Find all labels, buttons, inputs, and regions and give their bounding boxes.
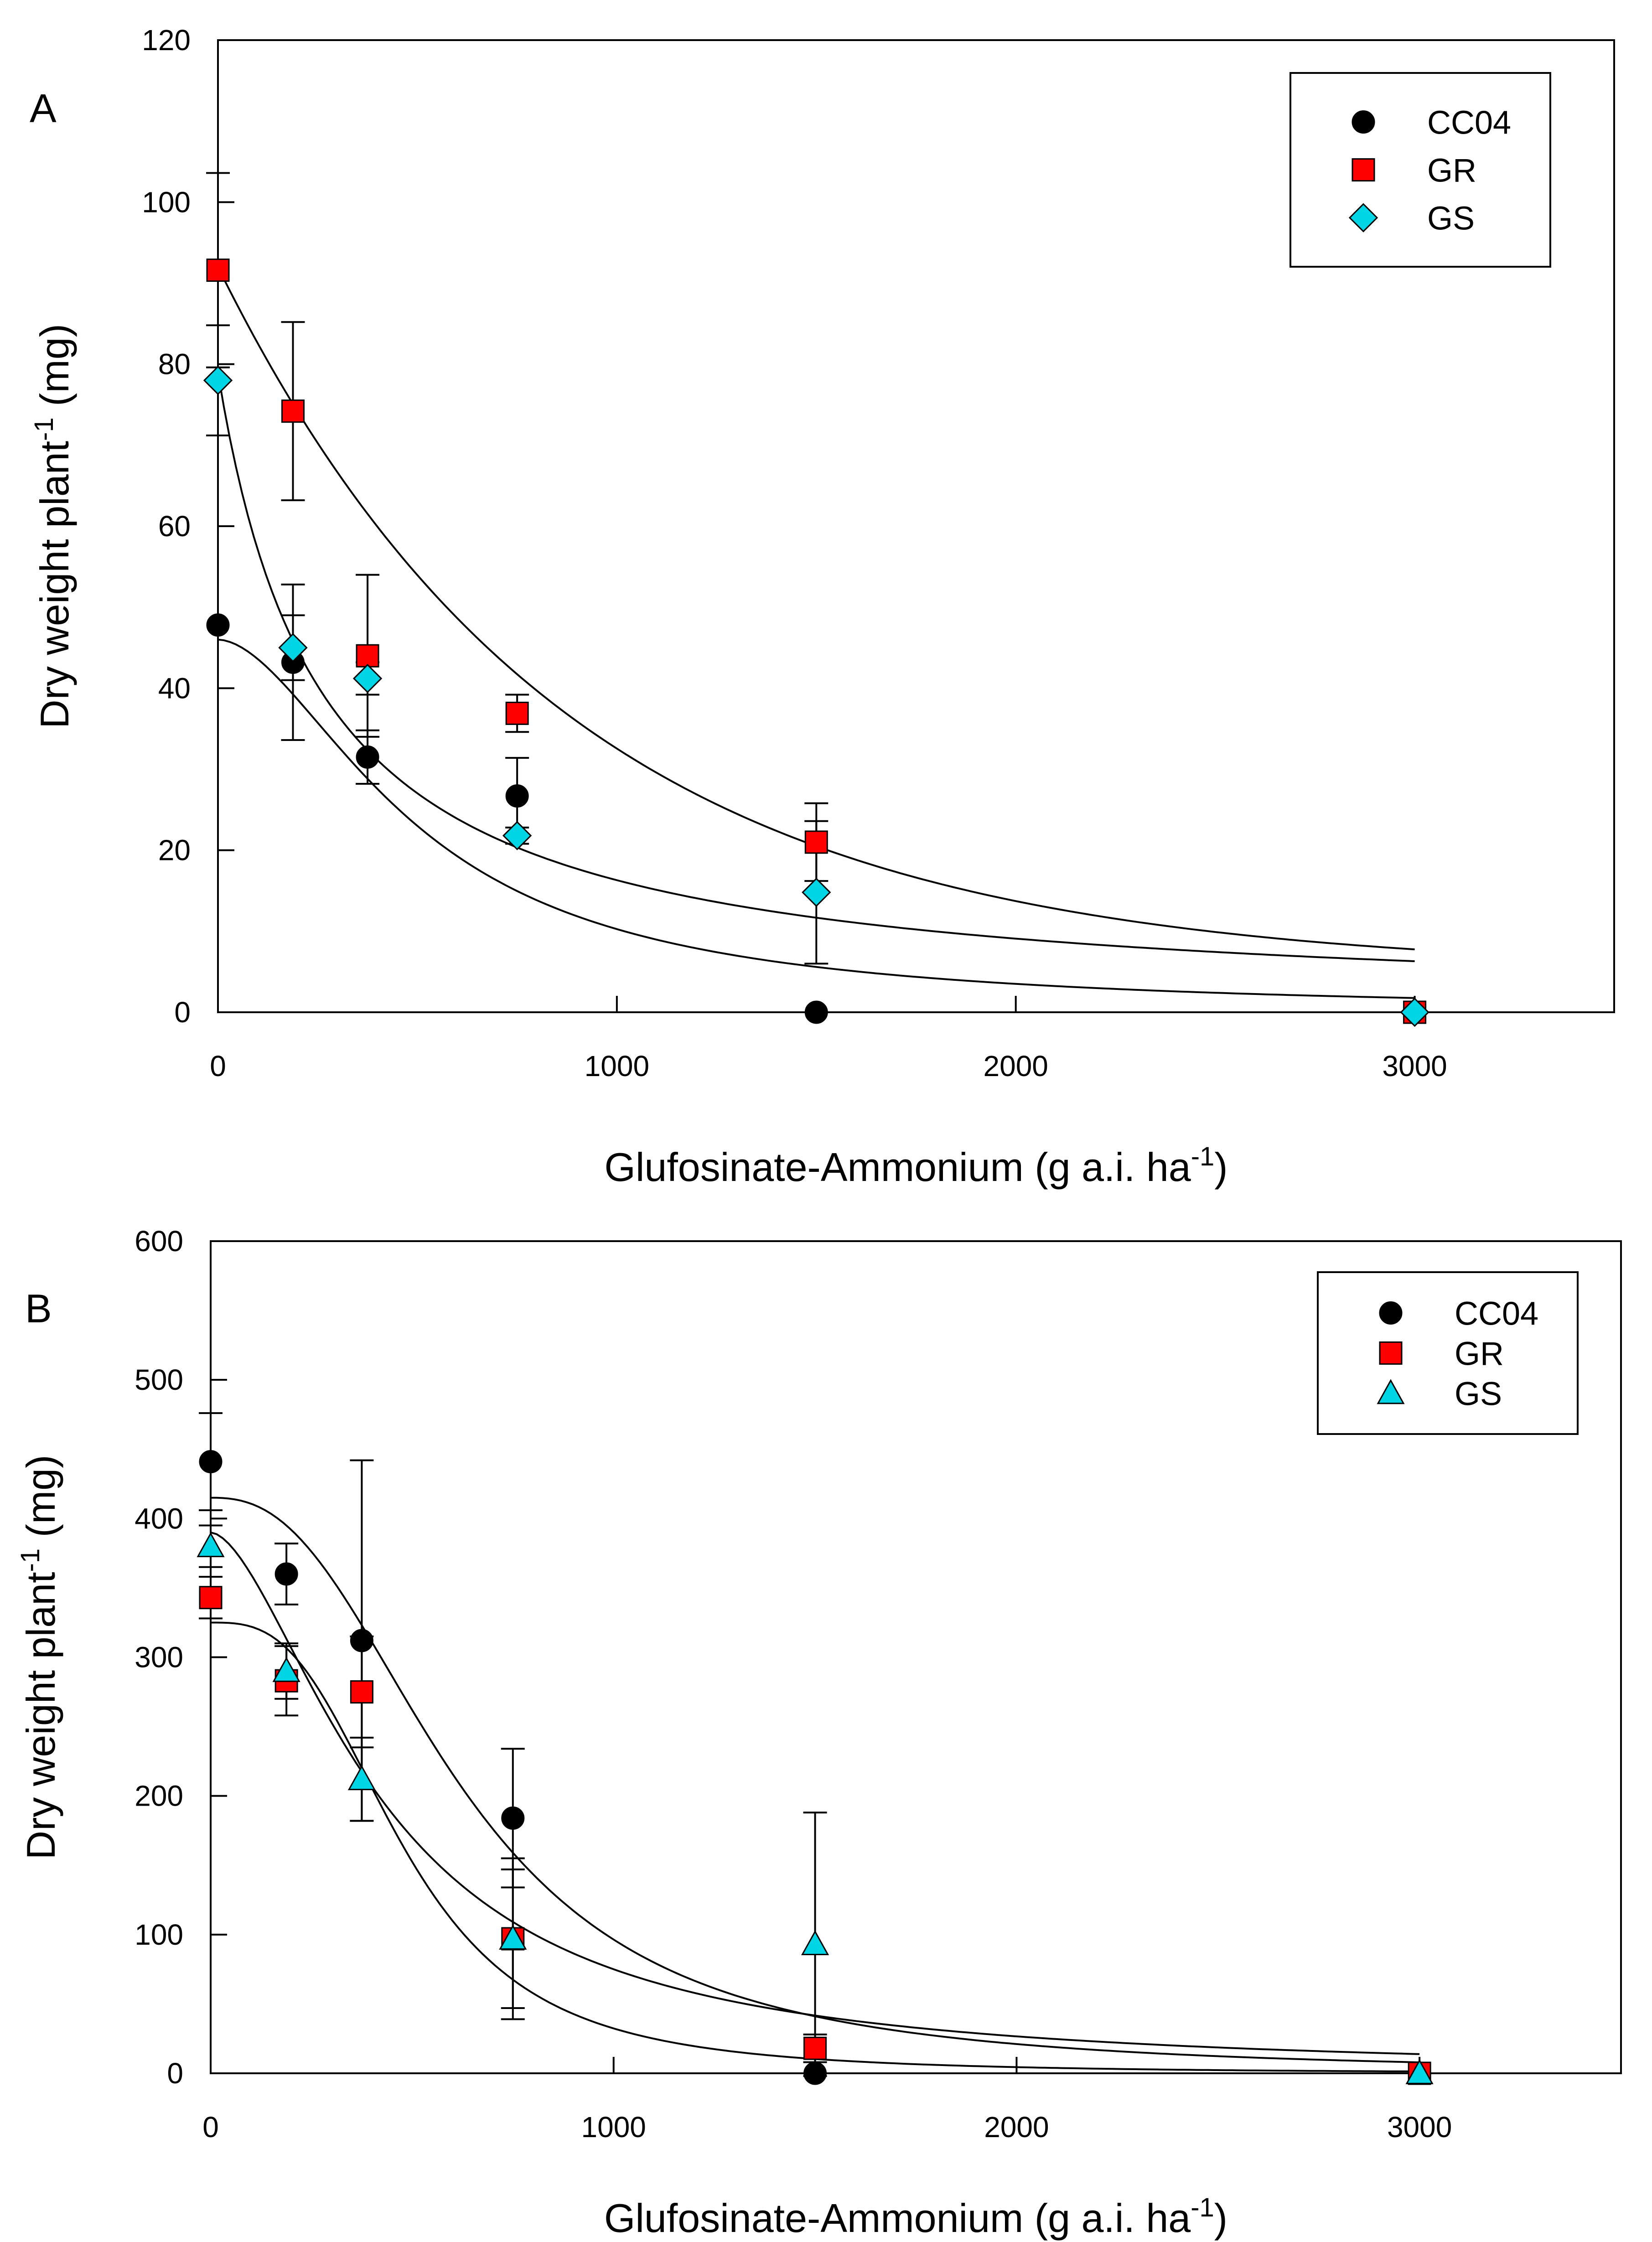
series-a-cc04-point-2 (356, 745, 379, 769)
legend-label-a-gs: GS (1427, 201, 1475, 237)
y-axis-title-end-a: (mg) (32, 324, 77, 417)
series-b-cc04-point-3 (501, 1806, 525, 1830)
x-axis-title-sup-b: -1 (1191, 2193, 1214, 2222)
legend-label-b-cc04: CC04 (1455, 1296, 1538, 1332)
y-tick-label-b-0: 0 (167, 2057, 183, 2090)
y-tick-label-a-3: 60 (158, 510, 191, 543)
y-tick-label-b-6: 600 (135, 1225, 183, 1258)
series-b-gs-point-0 (197, 1532, 225, 1558)
y-tick-label-a-6: 120 (142, 24, 191, 57)
panel-label-a: A (30, 86, 57, 131)
series-a-cc04-point-4 (804, 1000, 828, 1024)
y-axis-title-b: Dry weight plant-1 (mg) (16, 1455, 63, 1860)
x-tick-label-a-1: 1000 (585, 1050, 649, 1082)
series-b-gs-point-3 (499, 1924, 527, 1950)
series-a-gs-point-0 (203, 366, 233, 395)
series-b-cc04-point-0 (199, 1450, 223, 1474)
series-b-cc04-point-1 (274, 1562, 298, 1586)
legend-label-b-gs: GS (1455, 1376, 1502, 1413)
legend-marker-b-gr-point-0 (1379, 1341, 1403, 1365)
y-tick-label-a-1: 20 (158, 834, 191, 867)
series-b-gs-point-4 (801, 1930, 829, 1956)
series-a-gr-point-2 (356, 644, 379, 668)
series-b-gs-point-1 (272, 1657, 300, 1682)
series-a-gr-point-3 (505, 701, 529, 725)
legend-marker-b-cc04-point-0 (1379, 1301, 1403, 1325)
series-a-gr-point-4 (804, 830, 828, 854)
series-a-gs-point-4 (802, 877, 831, 907)
chart-panel-b: B 0 100 200 300 400 500 600 0 1000 2000 3000 Glufosi… (16, 1225, 1622, 2241)
y-tick-label-b-2: 200 (135, 1780, 183, 1812)
x-axis-title-a: Glufosinate-Ammonium (g a.i. ha-1) (604, 1142, 1227, 1190)
legend-box-a (1289, 72, 1551, 268)
series-b-gr-point-2 (350, 1680, 373, 1704)
x-tick-label-a-0: 0 (210, 1050, 226, 1082)
y-tick-label-b-1: 100 (135, 1918, 183, 1951)
series-b-cc04-point-4 (803, 2061, 827, 2085)
x-axis-title-end-a: ) (1214, 1144, 1227, 1190)
series-a-cc04-point-3 (505, 784, 529, 808)
series-a-gs-point-5 (1400, 997, 1429, 1027)
x-tick-label-b-2: 2000 (984, 2111, 1049, 2144)
legend-marker-a-gs-point-0 (1348, 203, 1378, 233)
y-axis-title-sup-a: -1 (29, 417, 59, 441)
legend-label-a-gr: GR (1427, 153, 1476, 189)
y-tick-label-a-5: 100 (142, 186, 191, 218)
series-b-gr-point-4 (803, 2036, 827, 2060)
series-a-gs-point-1 (278, 633, 308, 663)
y-axis-title-sup-b: -1 (16, 1548, 45, 1572)
x-tick-label-b-1: 1000 (581, 2111, 646, 2144)
x-axis-title-end-b: ) (1214, 2195, 1227, 2241)
x-tick-label-a-3: 3000 (1382, 1050, 1447, 1082)
chart-panel-a: A 0 20 40 60 80 100 120 0 1000 2000 3000 Glufosinate… (29, 24, 1615, 1190)
series-b-cc04-point-2 (350, 1629, 373, 1652)
y-axis-title-a: Dry weight plant-1 (mg) (29, 324, 77, 729)
legend-marker-b-gs-point-0 (1377, 1379, 1405, 1404)
legend-label-b-gr: GR (1455, 1336, 1504, 1372)
legend-box-b (1317, 1271, 1579, 1435)
y-axis-title-main-b: Dry weight plant (18, 1572, 63, 1859)
series-a-gs-point-3 (502, 821, 532, 850)
panel-label-b: B (25, 1286, 52, 1331)
legend-marker-a-gr-point-0 (1352, 158, 1375, 181)
x-tick-label-b-3: 3000 (1387, 2111, 1452, 2144)
y-tick-label-b-3: 300 (135, 1641, 183, 1674)
fit-curve-a-cc04 (218, 638, 1415, 999)
x-axis-title-main-b: Glufosinate-Ammonium (g a.i. ha (604, 2195, 1191, 2241)
y-tick-label-a-0: 0 (174, 996, 191, 1029)
series-a-gs-point-2 (352, 663, 383, 694)
series-a-gr-point-1 (281, 399, 305, 423)
x-axis-title-main-a: Glufosinate-Ammonium (g a.i. ha (604, 1144, 1191, 1190)
y-axis-title-end-b: (mg) (18, 1455, 63, 1548)
series-b-gs-point-2 (347, 1765, 376, 1791)
legend-label-a-cc04: CC04 (1427, 105, 1511, 141)
series-a-cc04-point-0 (206, 613, 230, 637)
y-tick-label-b-4: 400 (135, 1502, 183, 1535)
y-tick-label-b-5: 500 (135, 1363, 183, 1396)
x-tick-label-b-0: 0 (202, 2111, 219, 2144)
series-a-gr-point-0 (206, 259, 230, 282)
y-tick-label-a-2: 40 (158, 672, 191, 704)
y-tick-label-a-4: 80 (158, 348, 191, 381)
legend-marker-a-cc04-point-0 (1352, 110, 1375, 134)
x-axis-title-sup-a: -1 (1191, 1142, 1215, 1171)
series-b-gs-point-5 (1405, 2059, 1434, 2084)
y-axis-title-main-a: Dry weight plant (32, 441, 77, 729)
x-tick-label-a-2: 2000 (984, 1050, 1048, 1082)
x-axis-title-b: Glufosinate-Ammonium (g a.i. ha-1) (604, 2193, 1227, 2241)
series-b-gr-point-0 (199, 1586, 223, 1610)
